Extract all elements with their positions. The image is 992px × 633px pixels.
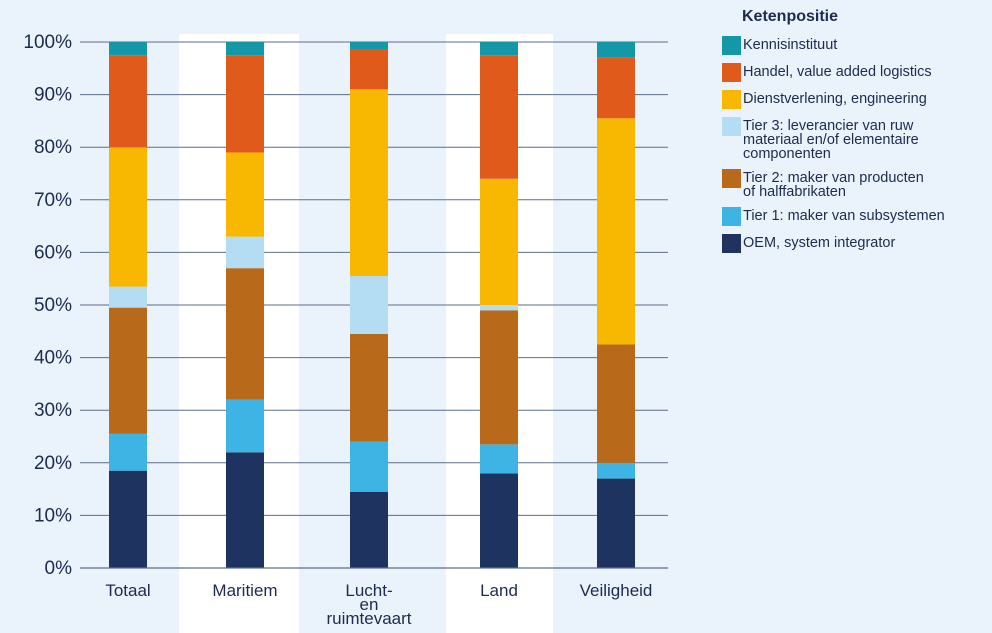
legend-label: Tier 2: maker van producten of halffabrik…	[743, 170, 924, 200]
legend: Ketenpositie Kennisinstituut Handel, valu…	[722, 8, 990, 261]
bar-segment	[350, 333, 388, 442]
bar-segment	[109, 470, 147, 568]
legend-item: Dienstverlening, engineering	[722, 90, 990, 109]
bar-segment	[480, 444, 518, 474]
bar-segment	[350, 276, 388, 334]
legend-item: Kennisinstituut	[722, 36, 990, 55]
legend-items: Kennisinstituut Handel, value added logis…	[722, 36, 990, 253]
legend-label: Tier 3: leverancier van ruw materiaal en/…	[743, 118, 919, 162]
legend-swatch	[722, 63, 741, 82]
y-tick-label: 80%	[34, 137, 72, 158]
bar-segment	[597, 118, 635, 345]
y-tick-label: 20%	[34, 453, 72, 474]
legend-swatch	[722, 234, 741, 253]
bar-segment	[480, 55, 518, 179]
legend-swatch	[722, 169, 741, 188]
bar-segment	[597, 344, 635, 463]
bar-segment	[226, 399, 264, 453]
bar-segment	[109, 433, 147, 471]
legend-title: Ketenpositie	[742, 8, 839, 25]
bar-segment	[109, 42, 147, 56]
legend-item: Tier 2: maker van producten of halffabrik…	[722, 169, 990, 199]
legend-item: Tier 1: maker van subsystemen	[722, 207, 990, 226]
legend-label: Kennisinstituut	[743, 37, 838, 53]
bar-segment	[480, 305, 518, 311]
y-tick-label: 0%	[45, 558, 73, 579]
x-tick-label: Lucht-en ruimtevaart	[326, 581, 411, 628]
y-tick-label: 60%	[34, 242, 72, 263]
y-tick-label: 10%	[34, 505, 72, 526]
legend-swatch	[722, 207, 741, 226]
bar-segment	[597, 57, 635, 119]
bar-segment	[226, 42, 264, 56]
bar-segment	[226, 236, 264, 269]
legend-item: Handel, value added logistics	[722, 63, 990, 82]
bar-segment	[350, 89, 388, 277]
bar-segment	[109, 147, 147, 287]
x-tick-label: Land	[480, 581, 518, 600]
legend-label: Tier 1: maker van subsystemen	[743, 208, 945, 224]
legend-label: OEM, system integrator	[743, 235, 896, 251]
bar-segment	[350, 441, 388, 492]
y-tick-label: 100%	[23, 32, 72, 53]
y-tick-label: 50%	[34, 295, 72, 316]
legend-swatch	[722, 90, 741, 109]
bar-segment	[109, 55, 147, 148]
y-tick-label: 90%	[34, 85, 72, 106]
y-tick-label: 30%	[34, 400, 72, 421]
legend-item: OEM, system integrator	[722, 234, 990, 253]
x-tick-label: Maritiem	[212, 581, 277, 600]
bar-segment	[109, 307, 147, 434]
bar-segment	[226, 452, 264, 568]
legend-label: Dienstverlening, engineering	[743, 91, 927, 107]
legend-swatch	[722, 117, 741, 136]
x-tick-label: Veiligheid	[580, 581, 653, 600]
bar-segment	[597, 478, 635, 568]
x-tick-label: Totaal	[105, 581, 150, 600]
y-tick-label: 70%	[34, 190, 72, 211]
legend-item: Tier 3: leverancier van ruw materiaal en/…	[722, 117, 990, 161]
bar-segment	[226, 268, 264, 400]
bar-segment	[350, 49, 388, 90]
bar-segment	[480, 178, 518, 305]
y-tick-label: 40%	[34, 348, 72, 369]
bar-segment	[226, 55, 264, 153]
bar-segment	[480, 42, 518, 56]
bar-segment	[480, 310, 518, 445]
bar-segment	[226, 152, 264, 237]
bar-segment	[597, 42, 635, 58]
bar-segment	[597, 462, 635, 479]
bar-segment	[350, 42, 388, 50]
legend-label: Handel, value added logistics	[743, 64, 932, 80]
bar-segment	[109, 286, 147, 308]
bar-segment	[480, 473, 518, 568]
stacked-bar-chart: 0% 10% 20% 30% 40% 50% 60% 70% 80% 90% 100% Totaal M…	[23, 32, 668, 633]
bar-segment	[350, 491, 388, 568]
legend-swatch	[722, 36, 741, 55]
